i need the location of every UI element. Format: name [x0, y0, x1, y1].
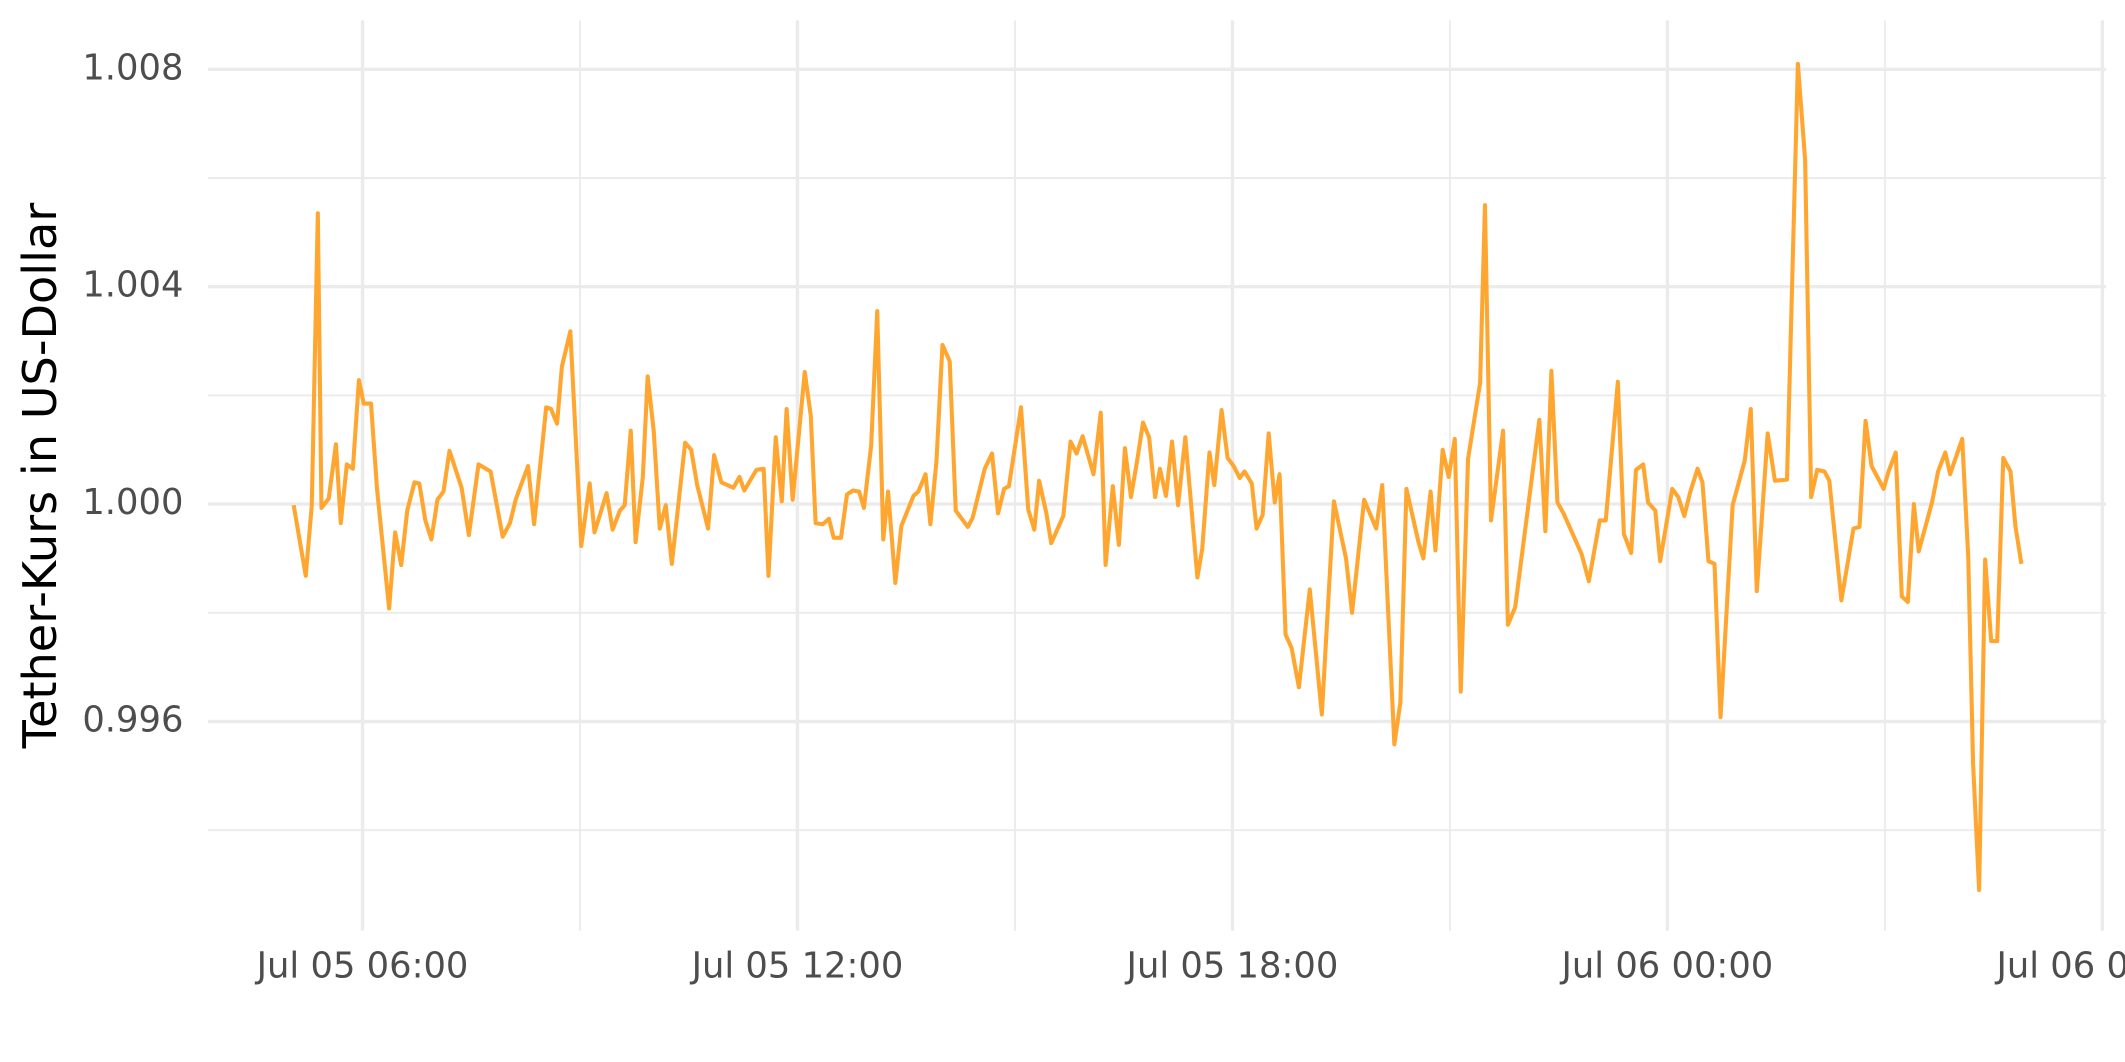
- x-tick-label: Jul 05 18:00: [1125, 945, 1339, 986]
- x-tick-label: Jul 06 06:00: [1994, 945, 2125, 986]
- y-tick-label: 1.004: [82, 265, 183, 306]
- data-line: [291, 61, 2024, 893]
- x-tick-label: Jul 05 06:00: [255, 945, 469, 986]
- y-tick-label: 1.008: [82, 47, 183, 88]
- y-tick-label: 1.000: [82, 482, 183, 523]
- x-tick-label: Jul 06 00:00: [1560, 945, 1774, 986]
- y-axis-title: Tether-Kurs in US-Dollar: [13, 203, 67, 750]
- y-tick-label: 0.996: [82, 699, 183, 740]
- x-tick-label: Jul 05 12:00: [690, 945, 904, 986]
